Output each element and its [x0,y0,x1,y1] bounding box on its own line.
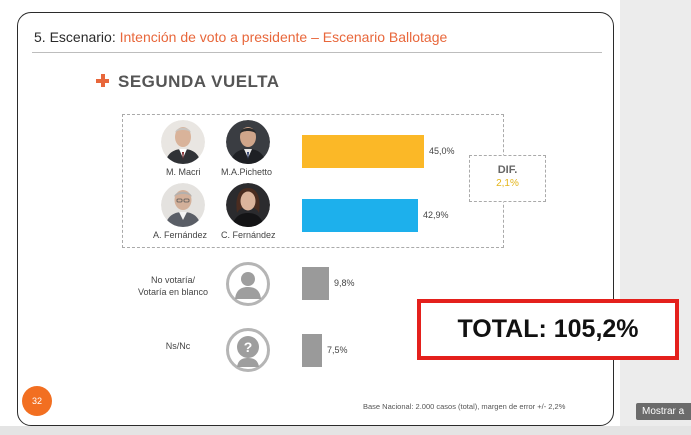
question-person-icon: ? [226,328,270,372]
bar-value-label: 45,0% [429,146,455,156]
candidate-name: A. Fernández [153,230,208,240]
svg-text:?: ? [244,339,253,355]
bottom-strip [0,426,691,435]
nsnc-label: Ns/Nc [165,341,191,351]
total-text: TOTAL: 105,2% [457,315,639,343]
slide-title: 5. Escenario: Intención de voto a presid… [34,29,447,45]
page-number-badge: 32 [22,386,52,416]
blank-vote-icon [226,262,270,306]
bar-no-votaria [302,267,329,300]
bar-value-label: 7,5% [327,345,348,355]
slide-title-prefix: 5. Escenario: [34,29,120,45]
footnote: Base Nacional: 2.000 casos (total), marg… [363,402,566,411]
bar-nsnc [302,334,322,367]
bar-fernandez-fernandez [302,199,418,232]
no-votaria-label: No votaría/ Votaría en blanco [137,275,209,297]
candidate-name: C. Fernández [221,230,276,240]
alberto-fernandez-photo [161,183,205,227]
title-divider [32,52,602,53]
plus-icon [96,74,109,87]
slide-title-accent: Intención de voto a presidente – Escenar… [119,29,448,45]
cristina-fernandez-photo [226,183,270,227]
difference-label: DIF. [497,164,518,176]
macri-photo [161,120,205,164]
candidate-name: M.A.Pichetto [221,167,273,177]
side-panel [620,0,691,435]
candidate-name: M. Macri [166,167,201,177]
show-all-button[interactable]: Mostrar a [636,403,691,420]
section-title: SEGUNDA VUELTA [118,72,280,91]
difference-value: 2,1% [496,178,519,189]
bar-value-label: 42,9% [423,210,449,220]
bar-value-label: 9,8% [334,278,355,288]
presentation-slide: 5. Escenario: Intención de voto a presid… [17,12,614,426]
difference-box: DIF. 2,1% [469,155,546,202]
bar-macri-pichetto [302,135,424,168]
pichetto-photo [226,120,270,164]
total-callout: TOTAL: 105,2% [417,299,679,360]
